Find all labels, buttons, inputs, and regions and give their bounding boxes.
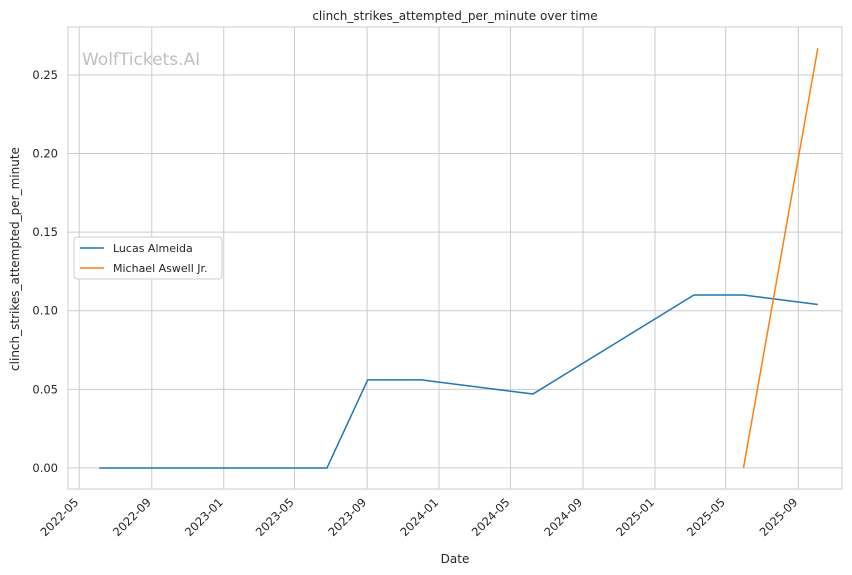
y-axis-title: clinch_strikes_attempted_per_minute bbox=[8, 147, 22, 371]
y-tick-label: 0.25 bbox=[32, 68, 58, 82]
series-line-michael-aswell-jr bbox=[742, 48, 819, 469]
grid bbox=[68, 27, 842, 489]
y-tick-label: 0.15 bbox=[32, 225, 58, 239]
series-line-lucas-almeida bbox=[99, 294, 818, 469]
x-axis-title: Date bbox=[441, 552, 470, 566]
legend-label-michael-aswell-jr: Michael Aswell Jr. bbox=[113, 262, 208, 275]
chart-title: clinch_strikes_attempted_per_minute over… bbox=[312, 9, 597, 23]
watermark: WolfTickets.AI bbox=[82, 50, 200, 70]
y-tick-label: 0.00 bbox=[32, 461, 58, 475]
legend-box bbox=[73, 236, 223, 280]
plot-frame bbox=[67, 26, 843, 490]
legend: Lucas Almeida Michael Aswell Jr. bbox=[73, 236, 223, 280]
y-axis-ticks: 0.00 0.05 0.10 0.15 0.20 0.25 bbox=[32, 68, 58, 475]
series-layer bbox=[99, 48, 819, 469]
legend-label-lucas-almeida: Lucas Almeida bbox=[113, 242, 193, 255]
y-tick-label: 0.05 bbox=[32, 382, 58, 396]
y-tick-label: 0.10 bbox=[32, 304, 58, 318]
y-tick-label: 0.20 bbox=[32, 147, 58, 161]
